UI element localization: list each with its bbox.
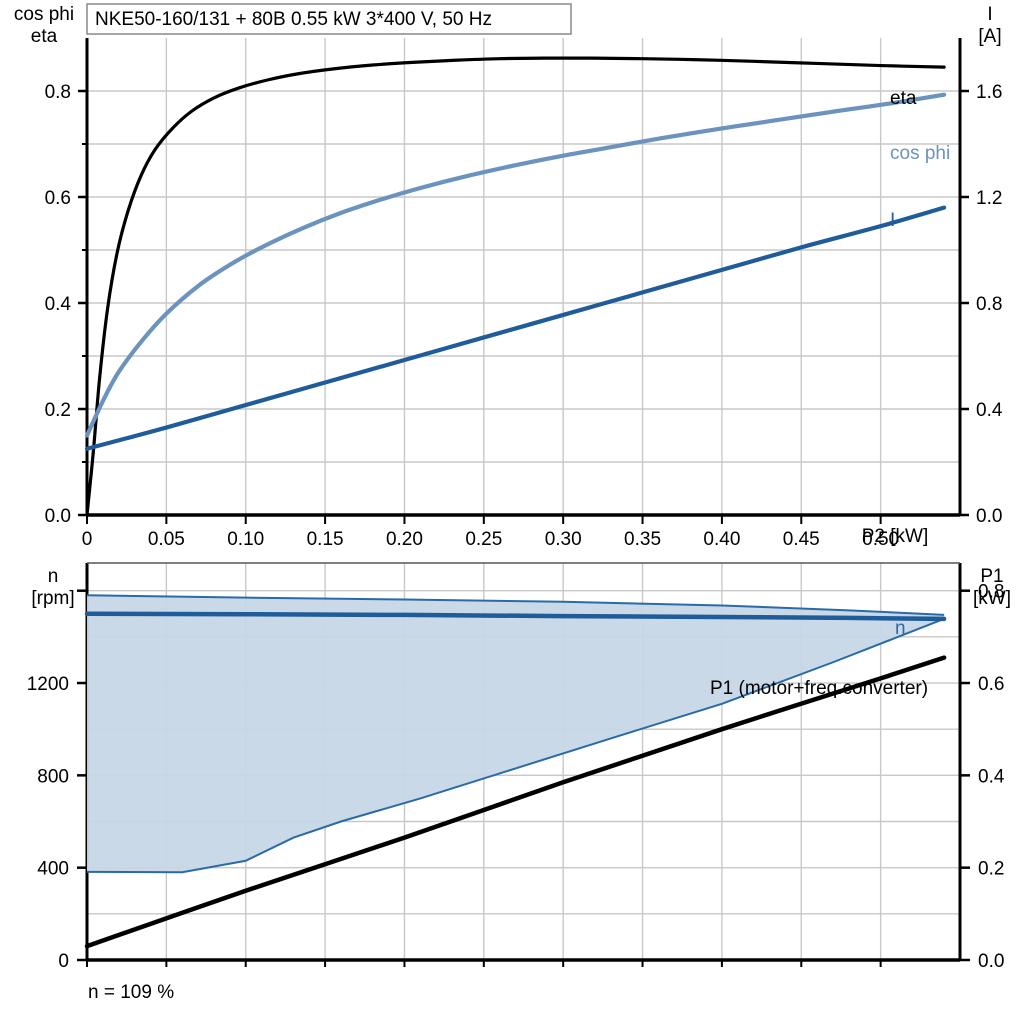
- top-right-axis-title-line1: I: [987, 4, 992, 25]
- title-box-frame: [86, 3, 572, 35]
- curve-eta: [85, 56, 946, 517]
- x-tick-label: 0.40: [703, 529, 740, 550]
- curve-p1: [84, 655, 947, 949]
- curve-label-eta: eta: [890, 88, 917, 109]
- y-tick-label-left: 800: [37, 766, 69, 787]
- y-tick-label-left: 0: [58, 951, 69, 972]
- chart-title: NKE50-160/131 + 80B 0.55 kW 3*400 V, 50 …: [95, 9, 492, 30]
- bottom-right-axis-title-line1: P1: [980, 566, 1003, 587]
- curve-I: [84, 205, 947, 451]
- top-x-axis-title: P2 [kW]: [862, 526, 929, 547]
- speed-note: n = 109 %: [88, 982, 174, 1003]
- y-tick-label-right: 1.2: [976, 188, 1002, 209]
- bottom-chart-ticks: 0 400 800 1200 0.0 0.2 0.4 0.6 0.8: [27, 582, 1005, 972]
- x-tick-label: 0.25: [465, 529, 502, 550]
- bottom-right-axis-title-line2: [kW]: [973, 588, 1011, 609]
- bottom-chart: 0 400 800 1200 0.0 0.2 0.4 0.6 0.8 n [rpm] P1 [k…: [27, 562, 1011, 1003]
- y-tick-label-right: 0.8: [976, 294, 1002, 315]
- bottom-chart-curves: [84, 594, 947, 949]
- y-tick-label-right: 0.2: [978, 859, 1004, 880]
- y-tick-label-left: 0.4: [45, 294, 72, 315]
- y-tick-label-left: 400: [37, 859, 69, 880]
- curve-speed: [84, 611, 947, 622]
- curve-label-speed: n: [895, 618, 906, 639]
- y-tick-label-right: 0.0: [976, 506, 1002, 527]
- top-chart: 0 0.05 0.10 0.15 0.20 0.25 0.30 0.35 0.40 0.45 0.5…: [14, 3, 1003, 550]
- bottom-left-axis-title-line2: [rpm]: [31, 588, 74, 609]
- curve-label-cos-phi: cos phi: [890, 143, 950, 164]
- y-tick-label-left: 0.0: [45, 506, 71, 527]
- x-tick-label: 0.45: [783, 529, 820, 550]
- curve-label-p1: P1 (motor+freq.converter): [710, 678, 928, 699]
- y-tick-label-left: 1200: [27, 674, 69, 695]
- x-tick-label: 0.35: [624, 529, 661, 550]
- y-tick-label-left: 0.8: [45, 82, 71, 103]
- x-tick-label: 0.10: [227, 529, 264, 550]
- curve-cos-phi: [84, 92, 947, 438]
- curve-label-current: I: [890, 210, 895, 231]
- top-chart-curves: [84, 56, 947, 517]
- y-tick-label-right: 0.8: [978, 582, 1004, 603]
- x-tick-label: 0.30: [545, 529, 582, 550]
- top-left-axis-title-line2: eta: [31, 26, 58, 47]
- title-box: NKE50-160/131 + 80B 0.55 kW 3*400 V, 50 …: [86, 3, 572, 35]
- x-tick-label: 0.20: [386, 529, 423, 550]
- top-plot-area: [87, 38, 960, 515]
- top-chart-ticks: 0 0.05 0.10 0.15 0.20 0.25 0.30 0.35 0.40 0.45 0.5…: [45, 82, 1003, 550]
- y-tick-label-right: 0.0: [978, 951, 1004, 972]
- x-tick-label: 0.05: [148, 529, 185, 550]
- curve-band-upper: [86, 594, 945, 616]
- top-chart-gridlines: [87, 38, 960, 515]
- y-tick-label-right: 0.4: [976, 400, 1003, 421]
- y-tick-label-left: 0.2: [45, 400, 71, 421]
- curve-band-lower: [86, 617, 945, 874]
- y-tick-label-left: 0.6: [45, 188, 71, 209]
- top-right-axis-title-line2: [A]: [978, 26, 1001, 47]
- y-tick-label-right: 0.4: [978, 766, 1005, 787]
- x-tick-label: 0: [82, 529, 93, 550]
- speed-range-band: [87, 595, 945, 873]
- y-tick-label-right: 1.6: [976, 82, 1002, 103]
- y-tick-label-right: 0.6: [978, 674, 1004, 695]
- bottom-left-axis-title-line1: n: [48, 566, 59, 587]
- x-tick-label: 0.15: [307, 529, 344, 550]
- x-tick-label: 0.50: [862, 529, 899, 550]
- top-left-axis-title-line1: cos phi: [14, 4, 74, 25]
